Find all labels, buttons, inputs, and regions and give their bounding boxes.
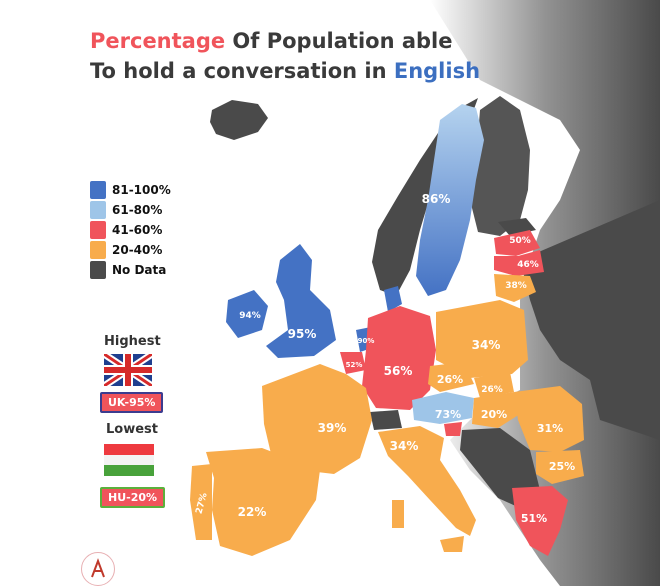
romania-shape [514,386,584,452]
switzerland-shape [370,410,402,430]
legend-label: No Data [112,262,167,277]
title-highlight-1: Percentage [90,29,226,53]
label-latvia: 50% [509,236,531,246]
legend-swatch [90,220,106,239]
brand-logo-icon [81,552,115,586]
lowest-label: Lowest [106,422,158,437]
sweden-shape [416,104,484,296]
legend-label: 20-40% [112,242,163,257]
latvia-shape [494,230,540,256]
title-rest-1: Of Population able [225,29,453,53]
label-romania: 31% [537,422,563,435]
legend-item: 41-60% [90,220,171,239]
greece-shape [512,486,568,556]
label-bulgaria: 25% [549,460,575,473]
label-france: 39% [318,421,347,435]
legend-swatch [90,240,106,259]
denmark-shape [384,286,402,312]
legend-label: 41-60% [112,222,163,237]
hungary-flag-icon [104,444,154,476]
title-line-2: To hold a conversation in English [90,56,480,86]
label-hungary: 20% [481,408,507,421]
label-greece: 51% [521,512,547,525]
finland-shape [470,96,530,236]
slovakia-shape [474,372,514,398]
slovenia-shape [444,422,462,436]
france-shape [262,364,372,474]
lowest-badge: HU-20% [100,487,166,508]
ireland-shape [226,290,268,338]
title-rest-2: To hold a conversation in [90,59,394,83]
uk-shape [266,244,336,358]
belgium-shape [340,352,366,374]
legend-item: 20-40% [90,240,171,259]
label-spain: 22% [238,505,267,519]
no-data-russia [520,200,660,440]
legend-item: No Data [90,260,171,279]
portugal-shape [190,464,212,540]
label-netherlands: 90% [358,337,375,345]
czechia-shape [428,362,474,392]
title-highlight-2: English [393,59,481,83]
legend: 81-100% 61-80% 41-60% 20-40% No Data [90,180,171,280]
legend-label: 81-100% [112,182,171,197]
label-italy: 34% [390,439,419,453]
legend-swatch [90,180,106,199]
hungary-shape [472,392,520,428]
label-austria: 73% [435,408,461,421]
label-sweden: 86% [422,192,451,206]
sardinia-shape [392,500,404,528]
austria-shape [412,392,474,424]
bulgaria-shape [536,450,584,484]
germany-shape [362,306,436,410]
title-line-1: Percentage Of Population able [90,26,480,56]
poland-shape [436,300,528,378]
spain-shape [206,448,320,556]
label-belgium: 52% [346,361,363,369]
label-ireland: 94% [239,311,261,321]
sicily-shape [440,536,464,552]
page-title: Percentage Of Population able To hold a … [90,26,480,86]
label-slovakia: 26% [481,385,503,395]
label-poland: 34% [472,338,501,352]
label-germany: 56% [384,364,413,378]
label-czechia: 26% [437,373,463,386]
highest-badge: UK-95% [100,392,164,413]
label-uk: 95% [288,327,317,341]
legend-item: 81-100% [90,180,171,199]
legend-swatch [90,260,106,279]
legend-swatch [90,200,106,219]
lithuania-shape [494,274,536,302]
uk-flag-icon [104,354,152,386]
label-lithuania: 38% [505,281,527,291]
legend-item: 61-80% [90,200,171,219]
iceland-shape [210,100,268,140]
legend-label: 61-80% [112,202,163,217]
italy-shape [378,426,476,536]
latvia-south-shape [494,250,544,276]
label-latvia-south: 46% [517,260,539,270]
highest-label: Highest [104,334,161,349]
